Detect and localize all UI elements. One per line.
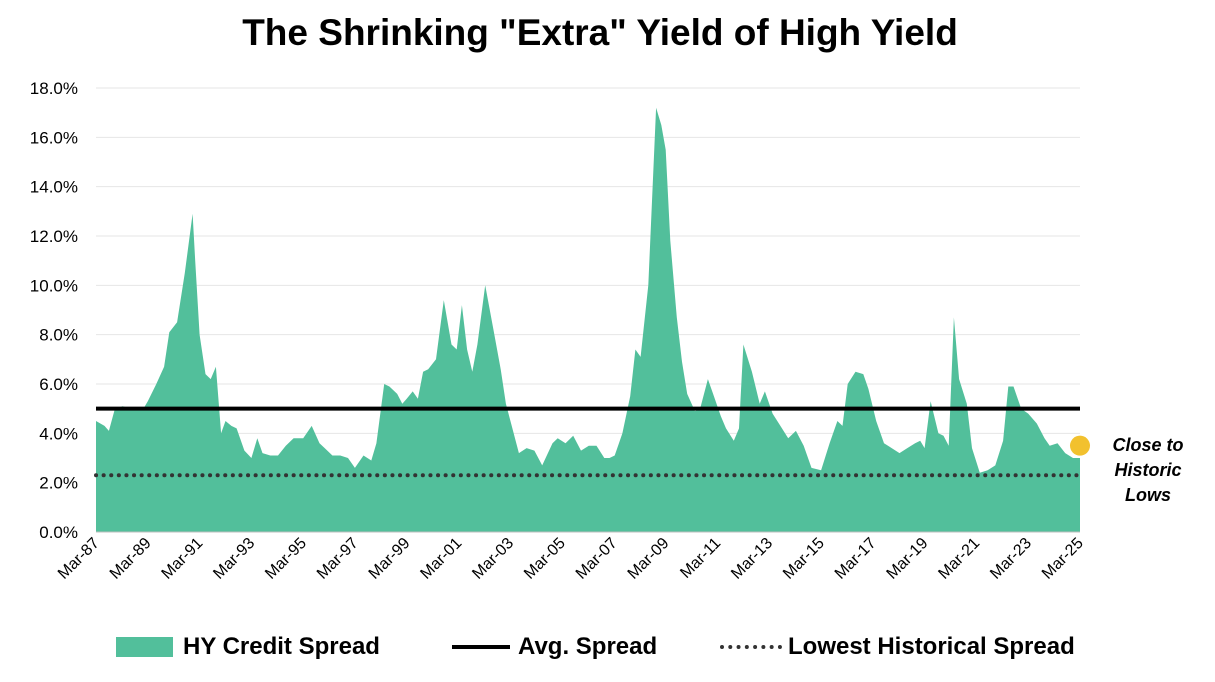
x-tick-label: Mar-07 (573, 535, 621, 583)
legend-swatch-area (116, 637, 173, 657)
legend: HY Credit Spread Avg. Spread Lowest Hist… (0, 628, 1215, 668)
legend-label-avg-spread: Avg. Spread (518, 633, 658, 660)
y-tick-label: 10.0% (30, 276, 78, 295)
legend-swatch-dotted (720, 645, 782, 649)
y-tick-label: 0.0% (39, 523, 78, 542)
x-tick-label: Mar-05 (521, 535, 569, 583)
y-tick-label: 6.0% (39, 375, 78, 394)
annotation: Close to Historic Lows (1070, 435, 1184, 505)
legend-swatch-line (452, 645, 510, 649)
y-tick-label: 2.0% (39, 474, 78, 493)
legend-item-lowest-spread: Lowest Historical Spread (720, 628, 1075, 666)
x-tick-label: Mar-19 (884, 535, 932, 583)
chart-title: The Shrinking "Extra" Yield of High Yiel… (242, 12, 958, 53)
legend-label-hy-spread: HY Credit Spread (183, 633, 380, 660)
x-tick-label: Mar-01 (417, 535, 465, 583)
x-tick-label: Mar-13 (728, 535, 776, 583)
x-tick-label: Mar-97 (314, 535, 362, 583)
x-tick-label: Mar-17 (832, 535, 880, 583)
reference-lines (94, 406, 1082, 478)
annotation-text: Historic (1114, 460, 1181, 480)
legend-label-lowest-spread: Lowest Historical Spread (788, 633, 1075, 660)
legend-item-hy-spread: HY Credit Spread (116, 628, 380, 666)
annotation-text: Close to (1112, 435, 1183, 455)
close-to-lows-marker (1070, 435, 1090, 456)
x-tick-label: Mar-25 (1039, 535, 1087, 583)
x-tick-label: Mar-89 (107, 535, 155, 583)
x-tick-label: Mar-99 (366, 535, 414, 583)
x-tick-label: Mar-93 (210, 535, 258, 583)
y-tick-label: 12.0% (30, 227, 78, 246)
x-tick-label: Mar-09 (625, 535, 673, 583)
x-tick-label: Mar-11 (677, 535, 724, 582)
x-tick-label: Mar-23 (987, 535, 1035, 583)
y-tick-label: 18.0% (30, 79, 78, 98)
y-axis: 0.0% 2.0% 4.0% 6.0% 8.0% 10.0% 12.0% 14.0% 16.0%… (30, 79, 78, 542)
hy-credit-spread-area (96, 107, 1080, 532)
x-axis: Mar-87 Mar-89 Mar-91 Mar-93 Mar-95 Mar-97 Mar-… (55, 531, 1087, 583)
x-tick-label: Mar-91 (159, 535, 207, 583)
x-tick-label: Mar-15 (780, 535, 828, 583)
y-tick-label: 8.0% (39, 326, 78, 345)
spread-chart: 0.0% 2.0% 4.0% 6.0% 8.0% 10.0% 12.0% 14.0% 16.0%… (30, 79, 1184, 583)
area-layer (96, 107, 1080, 532)
y-tick-label: 16.0% (30, 128, 78, 147)
legend-item-avg-spread: Avg. Spread (452, 628, 657, 666)
x-tick-label: Mar-95 (262, 535, 310, 583)
y-tick-label: 4.0% (39, 424, 78, 443)
x-tick-label: Mar-03 (469, 535, 517, 583)
annotation-text: Lows (1125, 485, 1171, 505)
y-tick-label: 14.0% (30, 178, 78, 197)
x-tick-label: Mar-21 (935, 535, 983, 583)
